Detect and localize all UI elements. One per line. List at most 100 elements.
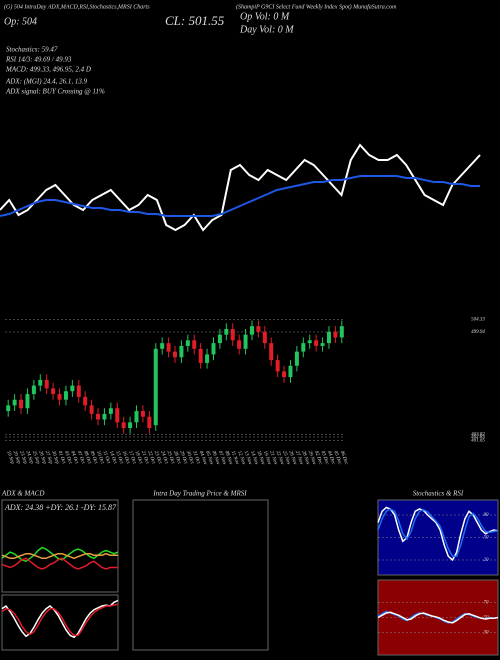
- y-tick-label: 70: [484, 601, 490, 606]
- candle-body: [89, 405, 94, 414]
- x-tick-label: 19 Nov: [262, 450, 272, 466]
- x-tick-label: 21 Oct: [140, 450, 150, 465]
- candle-body: [51, 388, 56, 395]
- x-tick-label: 05 Dec: [332, 450, 342, 466]
- candle-body: [38, 379, 43, 386]
- x-tick-label: 29 Oct: [178, 450, 188, 465]
- series-line: [0, 175, 480, 217]
- candle-body: [269, 343, 274, 361]
- candle-body: [12, 399, 17, 406]
- x-tick-label: 14 Oct: [108, 450, 118, 465]
- candle-body: [307, 340, 312, 344]
- candle-body: [166, 343, 171, 352]
- x-tick-label: 10 Oct: [95, 450, 105, 465]
- annotation: ADX: (MGI) 24.4, 26.1, 13.9: [5, 78, 88, 86]
- x-tick-label: 07 Nov: [217, 450, 227, 466]
- x-tick-label: 11 Nov: [230, 450, 240, 466]
- x-tick-label: 03 Oct: [63, 450, 73, 465]
- annotation: Op: 504: [4, 16, 37, 27]
- candle-body: [6, 405, 11, 412]
- x-tick-label: 07 Oct: [76, 450, 86, 465]
- candle-body: [19, 399, 24, 409]
- candle-body: [76, 385, 81, 397]
- x-tick-label: 20 Sep: [12, 450, 21, 465]
- x-tick-label: 30 Oct: [185, 450, 195, 465]
- candle-body: [140, 411, 145, 417]
- x-tick-label: 23 Sep: [18, 450, 27, 465]
- annotation: CL: 501.55: [165, 13, 225, 28]
- candle-body: [147, 416, 152, 429]
- candle-body: [83, 396, 88, 406]
- x-tick-label: 15 Oct: [114, 450, 124, 465]
- x-tick-label: 22 Oct: [146, 450, 156, 465]
- candle-body: [102, 413, 107, 420]
- y-tick-label: 462.83: [471, 435, 485, 440]
- annotation: ADX: 24.38 +DY: 26.1 -DY: 15.87: [4, 503, 117, 512]
- series-line: [377, 611, 499, 624]
- x-tick-label: 27 Nov: [294, 450, 304, 466]
- candle-body: [288, 365, 293, 378]
- x-tick-label: 31 Oct: [191, 450, 201, 465]
- x-tick-label: 27 Sep: [44, 450, 53, 465]
- panel-title: Intra Day Trading Price & MRSI: [152, 490, 247, 498]
- candle-body: [173, 351, 177, 358]
- x-tick-label: 30 Sep: [50, 450, 59, 465]
- candle-body: [339, 326, 344, 338]
- x-tick-label: 11 Oct: [101, 450, 110, 465]
- annotation: RSI 14/3: 49.69 / 49.93: [5, 56, 72, 64]
- annotation: Op Vol: 0 M: [240, 11, 290, 22]
- x-tick-label: 18 Oct: [134, 450, 144, 465]
- candle-body: [275, 360, 280, 372]
- x-tick-label: 04 Oct: [69, 450, 79, 465]
- y-tick-label: 463.82: [471, 432, 485, 437]
- candle-body: [192, 340, 197, 349]
- x-tick-label: 01 Oct: [57, 450, 67, 465]
- x-tick-label: 22 Nov: [275, 450, 285, 466]
- series-line: [377, 508, 499, 558]
- x-tick-label: 19 Sep: [5, 450, 14, 465]
- x-tick-label: 04 Dec: [326, 450, 336, 466]
- candle-body: [25, 394, 30, 409]
- candle-body: [153, 348, 158, 426]
- series-line: [1, 599, 119, 639]
- candle-body: [314, 340, 319, 346]
- candle-body: [160, 343, 165, 349]
- candle-body: [31, 385, 36, 395]
- x-tick-label: 25 Sep: [31, 450, 40, 465]
- y-tick-label: 80: [484, 513, 490, 518]
- x-tick-label: 24 Sep: [25, 450, 34, 465]
- x-tick-label: 04 Nov: [198, 450, 208, 466]
- x-tick-label: 08 Nov: [223, 450, 233, 466]
- x-tick-label: 23 Oct: [153, 450, 163, 465]
- y-tick-label: 20: [484, 558, 490, 563]
- candle-body: [301, 343, 306, 352]
- candle-body: [230, 328, 235, 341]
- x-tick-label: 18 Nov: [255, 450, 265, 466]
- candle-body: [262, 331, 267, 344]
- x-tick-label: 28 Oct: [172, 450, 182, 465]
- panel-title: Stochastics & RSI: [413, 490, 464, 498]
- series-line: [1, 552, 118, 560]
- candle-body: [185, 340, 190, 346]
- x-tick-label: 13 Nov: [243, 450, 253, 466]
- y-tick-label: 30: [484, 631, 490, 636]
- candle-body: [294, 351, 299, 366]
- x-tick-label: 09 Oct: [89, 450, 99, 465]
- candle-body: [326, 331, 331, 344]
- x-tick-label: 25 Nov: [281, 450, 291, 466]
- panel-border: [1, 594, 119, 651]
- annotation: ADX signal: BUY Crossing @ 11%: [5, 88, 105, 96]
- candle-body: [237, 340, 242, 349]
- candle-body: [134, 411, 139, 423]
- x-tick-label: 12 Nov: [236, 450, 246, 466]
- x-tick-label: 24 Oct: [159, 450, 169, 465]
- candle-body: [115, 408, 120, 423]
- x-tick-label: 06 Dec: [339, 450, 349, 466]
- panel-title: ADX & MACD: [1, 490, 44, 498]
- series-line: [377, 506, 499, 562]
- series-line: [0, 143, 481, 232]
- candle-body: [211, 343, 216, 355]
- candle-body: [128, 422, 133, 429]
- candle-body: [282, 371, 287, 378]
